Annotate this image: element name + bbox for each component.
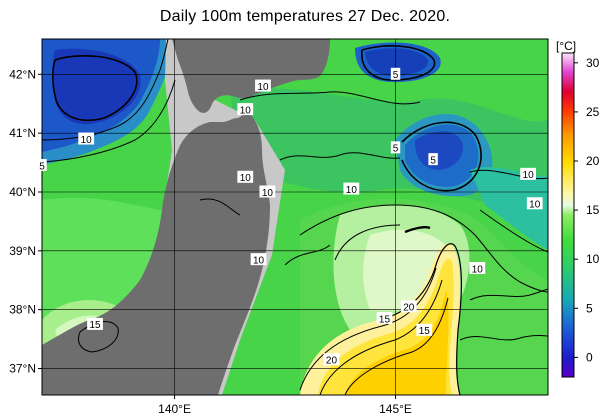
contour-label-text: 5 [393,144,399,155]
lat-tick-label: 41°N [9,126,36,140]
lat-tick-label: 42°N [9,67,36,81]
contour-label-text: 10 [240,105,252,116]
colorbar-tick-label: 0 [586,350,593,364]
contour-label-text: 10 [523,170,535,181]
contour-label-bg [520,167,537,180]
colorbar-tick-label: 30 [586,56,600,70]
contour-label-text: 10 [253,255,265,266]
contour-label-text: 10 [529,200,541,211]
colorbar-ticks: 30 25 20 15 10 5 0 [574,56,600,364]
contour-label: 10 [469,261,486,275]
contour-label: 10 [526,197,543,211]
contour-label-text: 5 [39,161,45,172]
contour-label-bg [390,141,401,154]
colorbar-tick-label: 5 [586,301,593,315]
contour-label: 15 [87,317,103,331]
contour-label-text: 10 [262,188,274,199]
contour-label-bg [400,300,417,313]
contour-label: 10 [250,253,267,266]
lon-tick-label: 140°E [158,402,191,416]
contour-label: 10 [237,103,254,116]
contour-label-bg [237,170,254,183]
contour-label-bg [428,153,438,166]
map-title: Daily 100m temperatures 27 Dec. 2020. [159,8,451,25]
contour-label-text: 10 [257,82,269,93]
contour-label-text: 20 [403,303,415,314]
colorbar-tick-label: 25 [586,105,600,119]
contour-label-text: 15 [89,320,101,331]
contour-label: 15 [416,323,433,337]
contour-label-bg [250,253,267,266]
graticule [42,39,548,395]
lon-tick-label: 145°E [379,402,412,416]
contour-label-text: 15 [419,326,431,337]
contour-label-text: 10 [81,135,93,146]
contour-label: 5 [390,141,401,155]
contour-label-bg [416,323,433,336]
contour-label-text: 15 [379,314,391,325]
contour-label-bg [259,185,276,198]
contour-label: 20 [400,300,417,314]
contour-label-bg [87,317,103,330]
contour-label: 5 [390,67,401,81]
contour-label-bg [37,159,47,172]
contour-label: 10 [343,182,360,196]
lat-tick-label: 40°N [9,185,36,199]
longitude-axis: 140°E 145°E [158,395,412,416]
contour-label-bg [469,261,486,274]
hokkaido-land [172,39,330,113]
contour-label: 10 [78,132,95,146]
colorbar-unit-label: [°C] [556,39,576,53]
colorbar: [°C] 30 25 20 15 10 5 0 [556,39,600,378]
contour-label: 10 [520,167,537,181]
contour-label-text: 5 [393,70,399,81]
contour-label-bg [323,353,340,366]
contour-label: 5 [37,159,47,172]
contour-label-bg [78,132,95,145]
contour-label-bg [343,182,360,195]
map-frame [41,38,549,396]
contour-label-bg [237,103,254,116]
contour-label-bg [390,67,401,80]
lat-tick-label: 39°N [9,244,36,258]
contour-label: 10 [259,185,276,199]
contour-label: 20 [323,353,340,366]
contour-label: 10 [255,79,271,93]
contour-labels: 5 10 10 10 5 5 5 10 10 10 10 10 10 10 20 15 15 15 20 [37,67,543,366]
lat-tick-label: 38°N [9,303,36,317]
contour-label-text: 20 [326,355,338,366]
contour-label: 5 [428,153,438,166]
contour-label-text: 5 [430,155,436,166]
contour-label: 15 [376,312,393,325]
colorbar-scale [561,52,575,378]
sea-temperature-field [42,39,548,395]
latitude-axis: 42°N 41°N 40°N 39°N 38°N 37°N [9,67,42,376]
isotherm-contours [42,39,548,395]
colorbar-tick-label: 10 [586,252,600,266]
colorbar-tick-label: 20 [586,154,600,168]
contour-label-bg [255,79,271,92]
contour-label-text: 10 [472,264,484,275]
contour-label-text: 10 [346,185,358,196]
colorbar-tick-label: 15 [586,203,600,217]
contour-label-bg [376,312,393,325]
contour-label: 10 [237,170,254,184]
contour-label-bg [526,197,543,210]
lat-tick-label: 37°N [9,362,36,376]
contour-label-text: 10 [240,173,252,184]
